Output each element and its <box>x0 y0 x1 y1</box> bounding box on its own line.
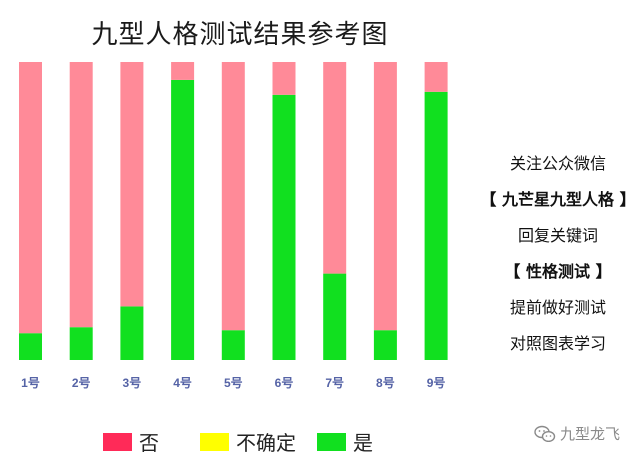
chart-title: 九型人格测试结果参考图 <box>91 20 389 50</box>
x-tick-labels: 1号 2号 3号 4号 5号 6号 7号 8号 9号 <box>21 375 445 390</box>
legend-label-1: 不确定 <box>236 431 296 455</box>
side-line-account: 【 九芒星九型人格 】 <box>480 190 636 209</box>
bar-segment-9-series-2 <box>424 62 448 92</box>
wechat-icon <box>534 425 556 442</box>
bar-segment-8-series-0 <box>373 330 397 360</box>
side-line-keyword: 【 性格测试 】 <box>504 262 612 281</box>
x-tick-label-2: 2号 <box>72 375 91 390</box>
side-panel: 关注公众微信 【 九芒星九型人格 】 回复关键词 【 性格测试 】 提前做好测试… <box>476 146 640 362</box>
legend-swatch-2 <box>317 433 346 451</box>
bar-segment-1-series-2 <box>19 62 42 334</box>
bar-segment-3-series-2 <box>120 62 144 307</box>
bar-segment-1-series-0 <box>19 333 42 360</box>
bar-segment-5-series-2 <box>221 62 245 331</box>
legend-swatch-0 <box>103 433 132 451</box>
side-line-reply: 回复关键词 <box>517 226 598 245</box>
x-tick-label-3: 3号 <box>123 375 142 390</box>
legend-swatch-1 <box>200 433 229 451</box>
bar-segment-6-series-2 <box>272 62 296 95</box>
x-tick-label-9: 9号 <box>427 375 446 390</box>
x-tick-label-8: 8号 <box>376 375 395 390</box>
bar-segment-5-series-0 <box>221 330 245 360</box>
chart-canvas: 1号 2号 3号 4号 5号 6号 7号 8号 9号 否 不确定 是 <box>19 62 448 455</box>
bar-segment-9-series-0 <box>424 91 448 361</box>
bar-segment-2-series-0 <box>69 327 93 360</box>
bars-group <box>19 62 448 361</box>
bar-segment-7-series-0 <box>323 273 347 360</box>
side-line-follow: 关注公众微信 <box>509 154 606 173</box>
bar-segment-3-series-0 <box>120 306 144 360</box>
legend: 否 不确定 是 <box>103 431 373 455</box>
x-tick-label-6: 6号 <box>275 375 294 390</box>
bar-segment-6-series-0 <box>272 94 296 361</box>
watermark: 九型龙飞 <box>534 423 620 444</box>
watermark-text: 九型龙飞 <box>559 425 620 443</box>
legend-label-2: 是 <box>353 431 373 455</box>
x-tick-label-7: 7号 <box>325 375 344 390</box>
legend-label-0: 否 <box>139 431 159 455</box>
x-tick-label-1: 1号 <box>21 375 40 390</box>
bar-segment-7-series-2 <box>323 62 347 274</box>
x-tick-label-4: 4号 <box>173 375 192 390</box>
x-tick-label-5: 5号 <box>224 375 243 390</box>
side-line-prepare: 提前做好测试 <box>509 298 606 317</box>
bar-segment-4-series-2 <box>171 62 195 80</box>
side-line-study: 对照图表学习 <box>509 334 606 353</box>
bar-segment-4-series-0 <box>171 79 195 361</box>
bar-segment-8-series-2 <box>373 62 397 331</box>
bar-segment-2-series-2 <box>69 62 93 328</box>
